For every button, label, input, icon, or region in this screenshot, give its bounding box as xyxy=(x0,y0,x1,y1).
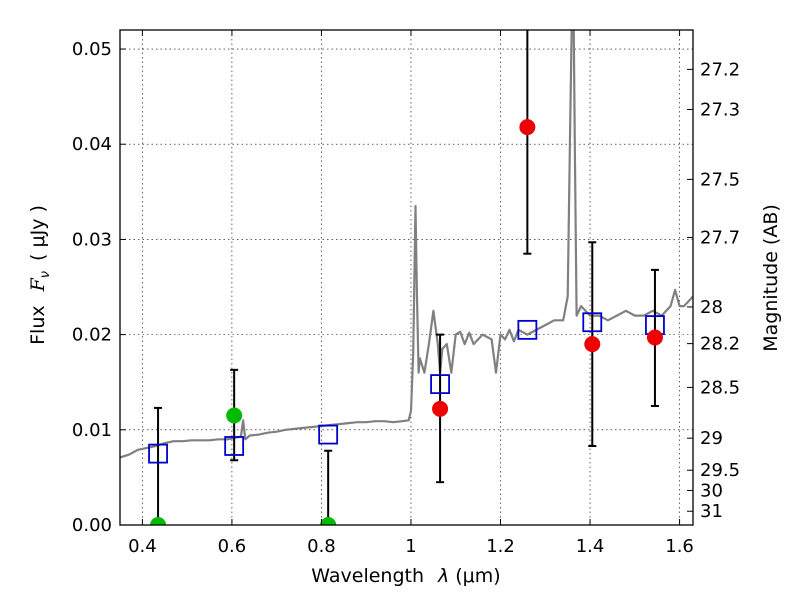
x-tick-label: 0.6 xyxy=(218,536,247,557)
model-square xyxy=(148,443,168,464)
red-point xyxy=(432,400,449,417)
mag-tick-label: 29 xyxy=(700,428,723,449)
red-point xyxy=(646,329,663,346)
x-axis-title: Wavelength λ (μm) xyxy=(311,565,500,587)
axis-ticks: 0.4 0.6 0.8 1 1.2 1.4 1.6 0.00 0.01 0.02 0.03 0.04 0… xyxy=(72,30,740,557)
y-tick-label: 0.02 xyxy=(72,325,112,346)
mag-tick-label: 28 xyxy=(700,297,723,318)
y-tick-label: 0.04 xyxy=(72,134,112,155)
y2-axis-title: Magnitude (AB) xyxy=(760,204,782,352)
x-tick-label: 1.4 xyxy=(576,536,605,557)
y-tick-label: 0.03 xyxy=(72,229,112,250)
grid-lines xyxy=(120,30,693,526)
y-tick-label: 0.05 xyxy=(72,39,112,60)
x-tick-label: 1.6 xyxy=(665,536,694,557)
x-tick-label: 0.4 xyxy=(128,536,157,557)
green-point xyxy=(320,517,337,525)
model-square xyxy=(430,374,450,395)
x-tick-label: 1 xyxy=(405,536,416,557)
mag-tick-label: 28.2 xyxy=(700,334,740,355)
y-tick-label: 0.01 xyxy=(72,420,112,441)
mag-tick-label: 27.7 xyxy=(700,228,740,249)
plot-area xyxy=(120,30,693,525)
mag-tick-label: 27.5 xyxy=(700,169,740,190)
red-point xyxy=(584,336,601,353)
mag-tick-label: 31 xyxy=(700,501,723,522)
green-point xyxy=(150,517,167,525)
red-point xyxy=(519,119,536,136)
x-tick-label: 0.8 xyxy=(307,536,336,557)
spectrum-line xyxy=(120,30,693,459)
y-axis-title: FluxFν( μJy ) xyxy=(27,205,53,345)
y-tick-label: 0.00 xyxy=(72,515,112,536)
x-tick-label: 1.2 xyxy=(486,536,515,557)
mag-tick-label: 27.3 xyxy=(700,99,740,120)
model-square xyxy=(224,436,245,456)
model-square xyxy=(517,319,538,340)
model-square xyxy=(318,424,339,445)
mag-tick-label: 27.2 xyxy=(700,59,740,80)
model-square xyxy=(582,312,603,333)
mag-tick-label: 28.5 xyxy=(700,377,740,398)
mag-tick-label: 29.5 xyxy=(700,460,740,481)
green-point xyxy=(226,407,243,424)
mag-tick-label: 30 xyxy=(700,480,723,501)
plot-frame xyxy=(119,29,694,526)
